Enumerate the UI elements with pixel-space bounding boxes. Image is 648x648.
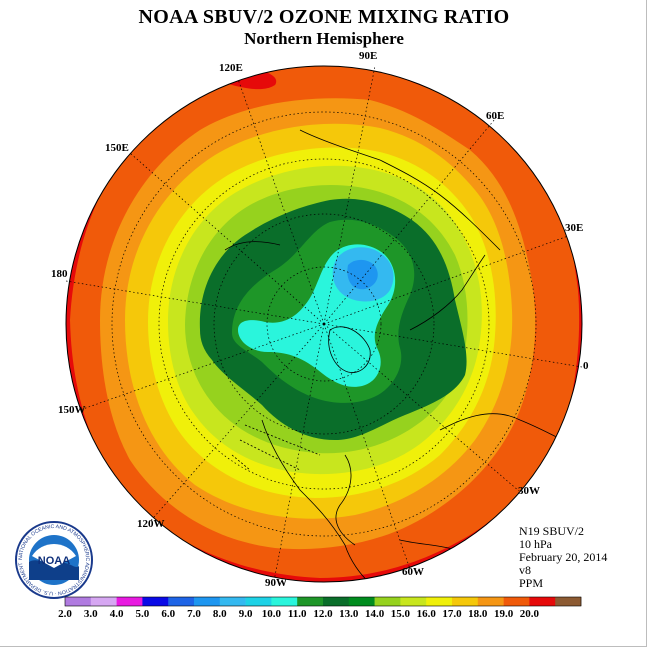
latitude-circle-20 — [111, 111, 537, 537]
meridian-120w — [146, 323, 325, 526]
colorbar-swatch — [245, 597, 272, 606]
colorbar-swatch — [65, 597, 92, 606]
latitude-circle-80 — [266, 266, 382, 382]
lon-label-90e: 90E — [359, 50, 378, 62]
info-level: 10 hPa — [519, 537, 552, 551]
colorbar-swatch — [194, 597, 221, 606]
lon-label-60e: 60E — [486, 110, 505, 122]
lon-label-120w: 120W — [137, 518, 165, 530]
colorbar-swatch — [168, 597, 195, 606]
colorbar-swatch — [297, 597, 324, 606]
meridian-30e — [323, 235, 569, 325]
colorbar-swatch — [142, 597, 169, 606]
lon-label-150w: 150W — [58, 404, 86, 416]
colorbar-tick-label: 3.0 — [84, 608, 98, 620]
colorbar-tick-label: 8.0 — [213, 608, 227, 620]
noaa-logo: NATIONAL OCEANIC AND ATMOSPHERIC ADMINIS… — [14, 520, 93, 599]
info-date: February 20, 2014 — [519, 550, 608, 564]
colorbar-swatch — [477, 597, 504, 606]
colorbar-tick-label: 17.0 — [442, 608, 462, 620]
info-version: v8 — [519, 563, 531, 577]
colorbar-swatch — [503, 597, 530, 606]
lon-label-180: 180 — [51, 268, 68, 280]
colorbar-swatches — [64, 596, 582, 607]
logo-text: NOAA — [38, 555, 70, 567]
colorbar-swatch — [219, 597, 246, 606]
meridian-60w — [323, 323, 411, 570]
logo-wave-icon — [29, 560, 79, 580]
colorbar-swatch — [529, 597, 556, 606]
logo-bird-icon — [32, 544, 76, 568]
coast-greenland — [328, 326, 371, 373]
lon-label-0: 0 — [583, 360, 589, 372]
colorbar-swatch — [271, 597, 298, 606]
coast-alaska — [224, 241, 281, 251]
colorbar-tick-label: 12.0 — [313, 608, 333, 620]
colorbar-tick-label: 7.0 — [187, 608, 201, 620]
info-satellite: N19 SBUV/2 — [519, 524, 585, 538]
colorbar-ticks: 2.0 3.0 4.0 5.0 6.0 7.0 8.0 9.0 10.0 11.0 12.0 13.0… — [58, 608, 539, 620]
colorbar-swatch — [555, 597, 582, 606]
latitude-circle-60 — [213, 213, 435, 435]
lon-label-60w: 60W — [402, 566, 424, 578]
colorbar-tick-label: 14.0 — [365, 608, 385, 620]
graticule — [65, 65, 583, 582]
colorbar-swatch — [323, 597, 350, 606]
colorbar-swatch — [374, 597, 401, 606]
meridian-60e — [323, 112, 501, 325]
colorbar-tick-label: 15.0 — [391, 608, 411, 620]
colorbar-swatch — [452, 597, 479, 606]
colorbar-swatch — [348, 597, 375, 606]
colorbar-tick-label: 11.0 — [288, 608, 307, 620]
colorbar-tick-label: 16.0 — [417, 608, 437, 620]
colorbar-tick-label: 10.0 — [262, 608, 282, 620]
colorbar-tick-label: 5.0 — [136, 608, 150, 620]
coast-north-america-west — [261, 419, 373, 582]
meridian-150w — [79, 323, 325, 411]
colorbar-tick-label: 13.0 — [339, 608, 359, 620]
colorbar-swatch — [116, 597, 143, 606]
meridian-150e — [129, 152, 325, 325]
coast-asia — [299, 129, 501, 251]
latitude-circle-40 — [158, 158, 490, 490]
colorbar-tick-label: 19.0 — [494, 608, 514, 620]
colorbar-swatch — [400, 597, 427, 606]
colorbar-tick-label: 4.0 — [110, 608, 124, 620]
chart-subtitle: Northern Hemisphere — [244, 29, 404, 48]
lon-label-120e: 120E — [219, 62, 243, 74]
meridian-30w — [323, 323, 520, 492]
band-7-8 — [347, 259, 378, 290]
colorbar-swatch — [426, 597, 453, 606]
meridian-120e — [237, 78, 325, 325]
colorbar-tick-label: 20.0 — [520, 608, 540, 620]
info-units: PPM — [519, 576, 544, 590]
chart-title: NOAA SBUV/2 OZONE MIXING RATIO — [138, 6, 510, 28]
us-states-grid — [231, 424, 321, 471]
lon-label-30e: 30E — [565, 222, 584, 234]
colorbar-tick-label: 6.0 — [161, 608, 175, 620]
colorbar-border — [64, 596, 582, 607]
colorbar-tick-label: 9.0 — [239, 608, 253, 620]
map-boundary — [65, 65, 583, 583]
colorbar-swatch — [90, 597, 117, 606]
lon-label-90w: 90W — [265, 577, 287, 589]
lon-label-30w: 30W — [518, 485, 540, 497]
colorbar-tick-label: 18.0 — [468, 608, 488, 620]
colorbar-tick-label: 2.0 — [58, 608, 72, 620]
lon-label-150e: 150E — [105, 142, 129, 154]
